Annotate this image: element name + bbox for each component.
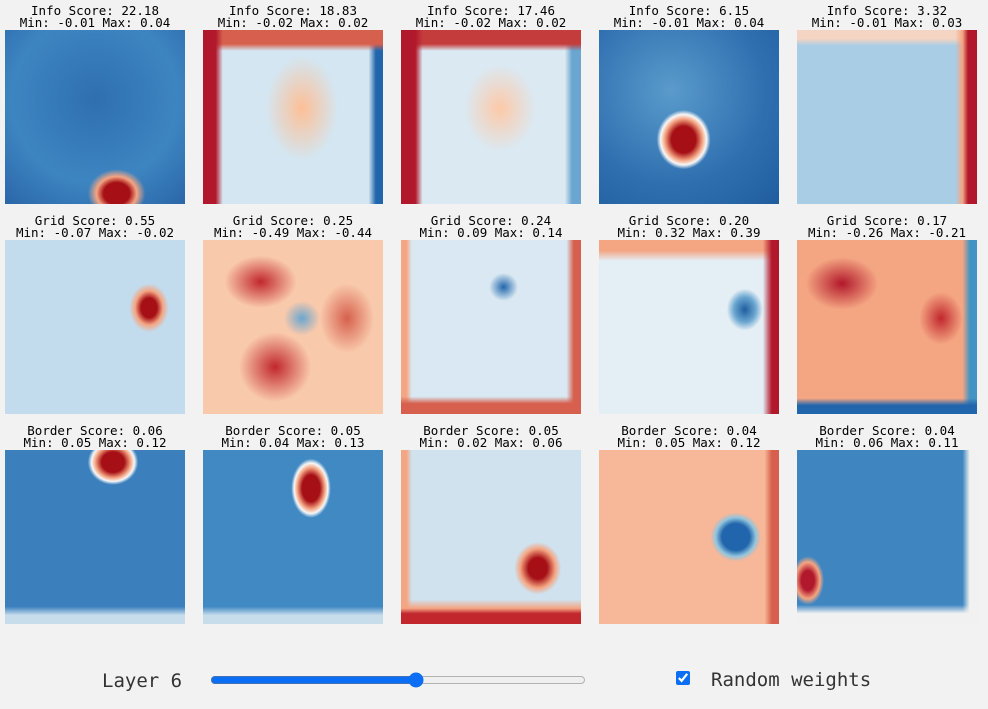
controls: Layer 6 Random weights — [0, 660, 988, 704]
panel-title: Grid Score: 0.20 — [628, 213, 750, 228]
heatmap — [797, 30, 977, 204]
checkbox-label[interactable]: Random weights — [711, 669, 872, 691]
panel-range: Min: -0.26 Max: -0.21 — [807, 224, 967, 240]
panel: Info Score: 22.18 Min: -0.01 Max: 0.04 — [5, 5, 185, 204]
panel-title: Grid Score: 0.24 — [430, 213, 552, 228]
panel: Info Score: 6.15 Min: -0.01 Max: 0.04 — [599, 5, 779, 204]
panel-range: Min: 0.02 Max: 0.06 — [419, 434, 563, 450]
panel: Info Score: 3.32 Min: -0.01 Max: 0.03 — [797, 5, 977, 204]
panel-range: Min: -0.02 Max: 0.02 — [217, 14, 369, 30]
heatmap — [5, 30, 185, 204]
heatmap — [401, 30, 581, 204]
panel: Border Score: 0.06 Min: 0.05 Max: 0.12 — [5, 425, 185, 624]
heatmap — [5, 450, 185, 624]
panel-range: Min: 0.06 Max: 0.11 — [815, 434, 959, 450]
panel: Grid Score: 0.25 Min: -0.49 Max: -0.44 — [203, 215, 383, 414]
panel-range: Min: 0.04 Max: 0.13 — [221, 434, 365, 450]
panel-title: Grid Score: 0.17 — [826, 213, 948, 228]
panel-range: Min: 0.09 Max: 0.14 — [419, 224, 563, 240]
panel-title: Border Score: 0.04 — [819, 423, 955, 438]
panel: Grid Score: 0.24 Min: 0.09 Max: 0.14 — [401, 215, 581, 414]
panel-title: Border Score: 0.04 — [621, 423, 757, 438]
panel-range: Min: -0.01 Max: 0.04 — [19, 14, 171, 30]
heatmap — [797, 240, 977, 414]
panel-range: Min: 0.05 Max: 0.12 — [617, 434, 761, 450]
panel-range: Min: -0.01 Max: 0.03 — [811, 14, 963, 30]
heatmap — [5, 240, 185, 414]
panel: Border Score: 0.04 Min: 0.05 Max: 0.12 — [599, 425, 779, 624]
panel-title: Border Score: 0.06 — [27, 423, 163, 438]
layer-label: Layer 6 — [102, 670, 183, 692]
panel-title: Border Score: 0.05 — [225, 423, 361, 438]
heatmap — [599, 240, 779, 414]
panel-title: Info Score: 3.32 — [826, 3, 948, 18]
panel-title: Border Score: 0.05 — [423, 423, 559, 438]
heatmap — [203, 450, 383, 624]
panel-title: Info Score: 22.18 — [31, 3, 159, 18]
panel-range: Min: 0.32 Max: 0.39 — [617, 224, 761, 240]
panel-range: Min: -0.02 Max: 0.02 — [415, 14, 567, 30]
panel-range: Min: -0.49 Max: -0.44 — [213, 224, 373, 240]
panel: Grid Score: 0.55 Min: -0.07 Max: -0.02 — [5, 215, 185, 414]
panel: Border Score: 0.04 Min: 0.06 Max: 0.11 — [797, 425, 977, 624]
heatmap — [203, 240, 383, 414]
panel-range: Min: -0.07 Max: -0.02 — [15, 224, 175, 240]
heatmap — [599, 450, 779, 624]
panel: Border Score: 0.05 Min: 0.02 Max: 0.06 — [401, 425, 581, 624]
heatmap — [599, 30, 779, 204]
panel-title: Info Score: 17.46 — [427, 3, 555, 18]
panel-title: Grid Score: 0.25 — [232, 213, 354, 228]
heatmap — [797, 450, 977, 624]
heatmap — [401, 240, 581, 414]
heatmap — [401, 450, 581, 624]
heatmap — [203, 30, 383, 204]
panel-title: Grid Score: 0.55 — [34, 213, 156, 228]
panel-range: Min: -0.01 Max: 0.04 — [613, 14, 765, 30]
panel-range: Min: 0.05 Max: 0.12 — [23, 434, 167, 450]
panel: Info Score: 17.46 Min: -0.02 Max: 0.02 — [401, 5, 581, 204]
panel-title: Info Score: 18.83 — [229, 3, 357, 18]
panel-grid: Info Score: 22.18 Min: -0.01 Max: 0.04 Inf… — [5, 5, 985, 624]
panel-title: Info Score: 6.15 — [628, 3, 750, 18]
random-weights-checkbox[interactable] — [676, 671, 690, 685]
layer-slider[interactable] — [210, 672, 586, 688]
panel: Grid Score: 0.20 Min: 0.32 Max: 0.39 — [599, 215, 779, 414]
panel: Info Score: 18.83 Min: -0.02 Max: 0.02 — [203, 5, 383, 204]
panel: Border Score: 0.05 Min: 0.04 Max: 0.13 — [203, 425, 383, 624]
panel: Grid Score: 0.17 Min: -0.26 Max: -0.21 — [797, 215, 977, 414]
